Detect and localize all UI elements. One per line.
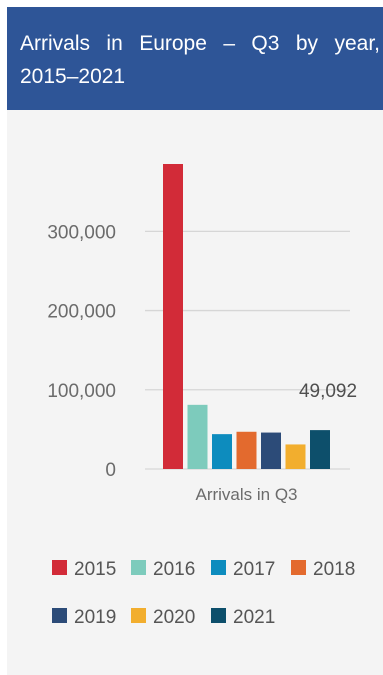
legend: 2015 2016 2017 2018 2019 2020 2021 bbox=[52, 559, 355, 628]
legend-item-2020: 2020 bbox=[131, 607, 195, 628]
legend-label: 2017 bbox=[233, 559, 275, 580]
legend-swatch bbox=[291, 560, 306, 575]
y-axis-ticks: 0 100,000 200,000 300,000 bbox=[47, 222, 116, 481]
legend-label: 2018 bbox=[313, 559, 355, 580]
bars bbox=[163, 164, 330, 469]
bar-2021 bbox=[310, 430, 330, 469]
legend-swatch bbox=[131, 608, 146, 623]
y-tick-label: 100,000 bbox=[47, 381, 116, 402]
legend-item-2016: 2016 bbox=[131, 559, 195, 580]
legend-label: 2021 bbox=[233, 607, 275, 628]
category-labels: Arrivals in Q3 bbox=[195, 485, 297, 504]
legend-item-2021: 2021 bbox=[211, 607, 275, 628]
bar-2018 bbox=[236, 431, 257, 469]
chart-header: Arrivals in Europe – Q3 by year, 2015–20… bbox=[7, 7, 383, 110]
y-tick-label: 300,000 bbox=[47, 222, 116, 243]
chart-card: Arrivals in Europe – Q3 by year, 2015–20… bbox=[7, 7, 383, 675]
category-label: Arrivals in Q3 bbox=[195, 485, 297, 504]
data-labels: 49,092 bbox=[299, 381, 357, 402]
bar-2015 bbox=[163, 164, 183, 469]
legend-swatch bbox=[211, 608, 226, 623]
legend-swatch bbox=[131, 560, 146, 575]
legend-swatch bbox=[211, 560, 226, 575]
legend-item-2019: 2019 bbox=[52, 607, 116, 628]
data-label-2021: 49,092 bbox=[299, 381, 357, 402]
y-tick-label: 0 bbox=[105, 460, 116, 481]
legend-label: 2015 bbox=[74, 559, 116, 580]
legend-swatch bbox=[52, 560, 67, 575]
y-tick-label: 200,000 bbox=[47, 302, 116, 323]
chart-title: Arrivals in Europe – Q3 by year, 2015–20… bbox=[20, 32, 380, 88]
bar-2017 bbox=[212, 434, 232, 469]
bar-2016 bbox=[187, 404, 208, 469]
legend-item-2018: 2018 bbox=[291, 559, 355, 580]
legend-swatch bbox=[52, 608, 67, 623]
bar-2019 bbox=[261, 432, 281, 469]
legend-item-2017: 2017 bbox=[211, 559, 275, 580]
bar-2020 bbox=[285, 444, 306, 469]
legend-label: 2019 bbox=[74, 607, 116, 628]
legend-label: 2016 bbox=[153, 559, 195, 580]
legend-item-2015: 2015 bbox=[52, 559, 116, 580]
legend-label: 2020 bbox=[153, 607, 195, 628]
